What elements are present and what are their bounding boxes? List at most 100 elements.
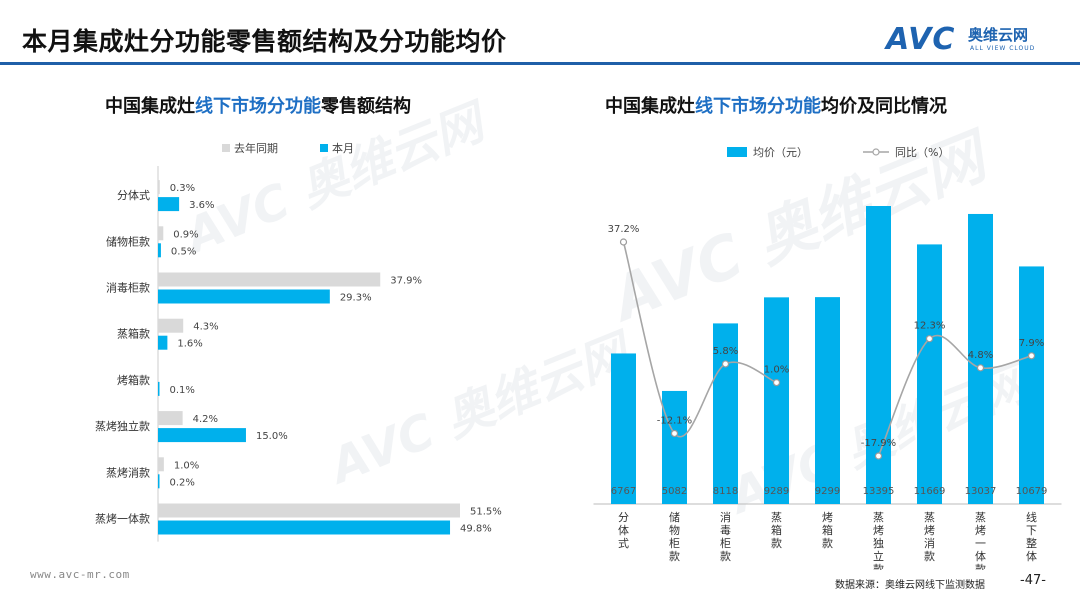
category-label-char: 款 <box>720 549 731 563</box>
price-bar <box>968 213 993 504</box>
price-bar <box>713 323 738 504</box>
left-title-part3: 零售额结构 <box>321 96 411 117</box>
category-label-char: 款 <box>873 562 884 570</box>
category-label-char: 一 <box>975 537 986 550</box>
category-label-char: 蒸 <box>975 511 986 524</box>
bar-last-year <box>158 457 164 472</box>
yoy-label: 37.2% <box>608 224 640 235</box>
yoy-point <box>721 360 730 368</box>
right-chart-title: 中国集成灶线下市场分功能均价及同比情况 <box>605 92 947 118</box>
bar-this-month <box>158 243 161 258</box>
bar-label-this-month: 29.3% <box>340 293 372 304</box>
category-label-char: 烤 <box>975 523 986 537</box>
bar-last-year <box>158 318 184 333</box>
yoy-point <box>772 378 781 387</box>
bar-label-last-year: 4.2% <box>193 414 218 425</box>
yoy-label: 1.0% <box>764 365 789 376</box>
category-label: 蒸烤消款 <box>106 465 150 479</box>
bar-label-last-year: 0.3% <box>170 183 195 194</box>
category-label-char: 消 <box>720 510 731 524</box>
footer-url: www.avc-mr.com <box>30 568 130 581</box>
category-label-char: 款 <box>771 536 782 550</box>
category-label: 消毒柜款 <box>106 281 150 295</box>
page-number: -47- <box>1020 573 1046 588</box>
category-label-char: 消 <box>924 536 935 550</box>
category-label-char: 毒 <box>720 524 731 537</box>
bar-label-this-month: 0.2% <box>170 477 195 488</box>
category-label-char: 储 <box>669 510 680 524</box>
yoy-point <box>1027 352 1036 360</box>
price-bar-label: 9299 <box>815 486 840 497</box>
bar-this-month <box>158 335 168 350</box>
category-label-char: 蒸 <box>771 511 782 524</box>
price-bar-label: 13395 <box>863 486 895 497</box>
price-bar <box>815 297 840 504</box>
bar-label-last-year: 1.0% <box>174 460 199 471</box>
bar-this-month <box>158 381 160 396</box>
legend-swatch <box>320 144 328 152</box>
category-label-char: 分 <box>618 511 629 524</box>
price-yoy-combo-chart: 均价（元） 同比（%）6767分体式5082储物柜款8118消毒柜款9289蒸箱款… <box>593 146 1062 570</box>
category-label-char: 烤 <box>924 523 935 537</box>
bar-label-this-month: 1.6% <box>177 339 202 350</box>
legend-swatch-price <box>727 147 747 157</box>
yoy-point <box>670 429 679 438</box>
yoy-label: -17.9% <box>861 438 896 449</box>
bar-last-year <box>158 411 183 426</box>
category-label-char: 蒸 <box>873 511 884 524</box>
category-label-char: 烤 <box>822 510 833 524</box>
yoy-point <box>925 335 934 343</box>
category-label-char: 款 <box>975 562 986 570</box>
category-label-char: 款 <box>669 549 680 563</box>
bar-this-month <box>158 520 451 535</box>
bar-last-year <box>158 180 160 195</box>
left-title-part2: 线下市场分功能 <box>195 96 321 117</box>
yoy-line <box>622 241 777 438</box>
title-divider <box>0 62 1080 65</box>
right-title-part2: 线下市场分功能 <box>695 96 821 117</box>
yoy-point <box>976 364 985 372</box>
yoy-line <box>877 335 1032 457</box>
price-bar-label: 8118 <box>713 486 738 497</box>
bar-label-this-month: 15.0% <box>256 431 288 442</box>
bar-this-month <box>158 428 246 443</box>
category-label-char: 箱 <box>822 523 833 537</box>
category-label: 烤箱款 <box>117 373 150 387</box>
bar-this-month <box>158 474 160 489</box>
yoy-label: 5.8% <box>713 346 738 357</box>
price-bar-label: 5082 <box>662 486 687 497</box>
category-label-char: 柜 <box>669 537 680 550</box>
yoy-point <box>619 238 628 246</box>
legend-label: 去年同期 <box>234 141 278 155</box>
left-title-part1: 中国集成灶 <box>105 96 195 117</box>
price-bar <box>611 353 636 504</box>
bar-last-year <box>158 272 381 287</box>
bar-last-year <box>158 503 460 518</box>
price-bar-label: 10679 <box>1016 486 1048 497</box>
logo-cn-name: 奥维云网 <box>968 26 1029 44</box>
bar-this-month <box>158 289 330 304</box>
category-label-char: 柜 <box>720 537 731 550</box>
right-title-part3: 均价及同比情况 <box>821 96 947 117</box>
category-label-char: 式 <box>618 537 629 550</box>
data-source-note: 数据来源：奥维云网线下监测数据 <box>835 580 985 591</box>
right-title-part1: 中国集成灶 <box>605 96 695 117</box>
category-label: 蒸箱款 <box>117 327 150 341</box>
category-label-char: 立 <box>873 549 884 563</box>
price-bar <box>662 390 687 504</box>
category-label: 储物柜款 <box>106 234 150 248</box>
bar-label-last-year: 4.3% <box>193 322 218 333</box>
category-label-char: 体 <box>1026 549 1037 563</box>
yoy-label: 4.8% <box>968 350 993 361</box>
legend-label: 本月 <box>332 141 354 155</box>
category-label: 蒸烤一体款 <box>95 512 150 526</box>
bar-last-year <box>158 226 164 241</box>
category-label-char: 物 <box>669 523 680 537</box>
yoy-label: 7.9% <box>1019 338 1044 349</box>
bar-label-last-year: 51.5% <box>470 507 502 518</box>
yoy-label: 12.3% <box>914 321 946 332</box>
bar-label-last-year: 0.9% <box>173 229 198 240</box>
category-label-char: 独 <box>873 537 884 550</box>
category-label-char: 箱 <box>771 523 782 537</box>
bar-label-this-month: 49.8% <box>460 524 492 535</box>
